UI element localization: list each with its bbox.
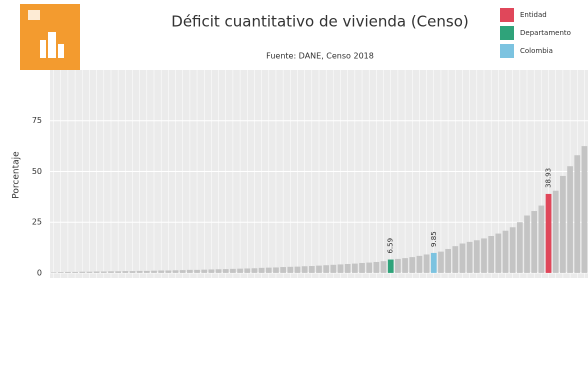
bar	[280, 267, 287, 273]
bar	[323, 265, 330, 273]
bar	[258, 267, 265, 273]
bar	[93, 271, 100, 273]
legend-swatch	[500, 44, 514, 58]
bar	[230, 268, 236, 273]
value-label: 38.93	[545, 168, 553, 188]
bar	[187, 269, 193, 273]
bar	[395, 258, 401, 273]
legend-label: Departamento	[520, 29, 571, 37]
bar	[50, 272, 57, 273]
y-tick-label: 75	[32, 116, 42, 125]
bar	[136, 270, 143, 273]
value-label: 6.59	[387, 238, 395, 254]
bar	[452, 246, 459, 273]
bar	[337, 264, 344, 273]
legend-swatch	[500, 8, 514, 22]
bar	[574, 155, 581, 273]
y-axis-label: Porcentaje	[12, 151, 22, 199]
value-label: 9.85	[430, 231, 438, 247]
bar	[524, 215, 530, 273]
bar	[402, 258, 408, 273]
bar	[79, 271, 86, 273]
bar	[387, 259, 394, 273]
bar	[86, 271, 93, 273]
bar	[351, 263, 358, 273]
bar	[380, 261, 387, 273]
bar	[459, 243, 466, 273]
bar	[208, 269, 215, 273]
logo-icon	[58, 44, 64, 58]
bar	[430, 252, 437, 273]
bar	[516, 222, 523, 273]
bar	[581, 146, 588, 273]
bar	[244, 268, 251, 273]
bar	[495, 233, 502, 273]
bar	[416, 255, 423, 273]
bar	[251, 268, 258, 273]
bar	[287, 266, 294, 273]
bar	[488, 235, 495, 273]
bar	[165, 270, 172, 273]
bar	[65, 271, 71, 273]
bar	[423, 254, 430, 273]
legend-swatch	[500, 26, 514, 40]
bar	[466, 241, 473, 273]
bar	[194, 269, 200, 273]
y-tick-label: 0	[37, 268, 42, 277]
bar	[301, 266, 308, 273]
bar	[330, 264, 337, 273]
bar	[201, 269, 208, 273]
chart-subtitle: Fuente: DANE, Censo 2018	[266, 52, 374, 61]
bar	[560, 175, 566, 273]
bar	[481, 238, 487, 273]
bar	[172, 270, 179, 273]
bar	[438, 251, 444, 273]
logo-icon	[40, 40, 46, 58]
bar	[215, 269, 222, 273]
bar	[552, 190, 559, 273]
bar	[129, 271, 136, 273]
bar	[445, 248, 451, 273]
bar	[567, 166, 573, 273]
logo-icon	[48, 32, 56, 58]
bar	[108, 271, 114, 273]
logo-icon	[28, 10, 40, 20]
y-tick-label: 25	[32, 218, 42, 227]
legend-label: Entidad	[520, 11, 547, 19]
bar	[359, 262, 365, 273]
bar	[531, 211, 538, 273]
bar	[294, 266, 301, 273]
bar	[316, 265, 322, 273]
bar	[509, 227, 516, 273]
bar	[502, 230, 509, 273]
bar	[151, 270, 157, 273]
bar	[100, 271, 107, 273]
sdg-logo	[20, 4, 80, 70]
legend-label: Colombia	[520, 47, 553, 55]
bar	[373, 261, 380, 273]
bar	[115, 271, 122, 273]
bar	[473, 240, 480, 273]
bar	[409, 257, 416, 273]
bar	[57, 272, 64, 273]
bar	[273, 267, 279, 273]
bar	[237, 268, 243, 273]
bar	[179, 270, 186, 273]
bar	[143, 270, 150, 273]
y-tick-label: 50	[32, 167, 42, 176]
bar	[122, 271, 129, 273]
bar	[158, 270, 165, 273]
bar	[265, 267, 272, 273]
chart-title: Déficit cuantitativo de vivienda (Censo)	[171, 13, 468, 31]
bar	[366, 262, 373, 273]
bar	[72, 271, 78, 273]
bar	[344, 263, 351, 273]
bar	[538, 205, 545, 273]
bar	[545, 193, 552, 273]
bar	[308, 266, 315, 273]
bar	[222, 269, 229, 273]
